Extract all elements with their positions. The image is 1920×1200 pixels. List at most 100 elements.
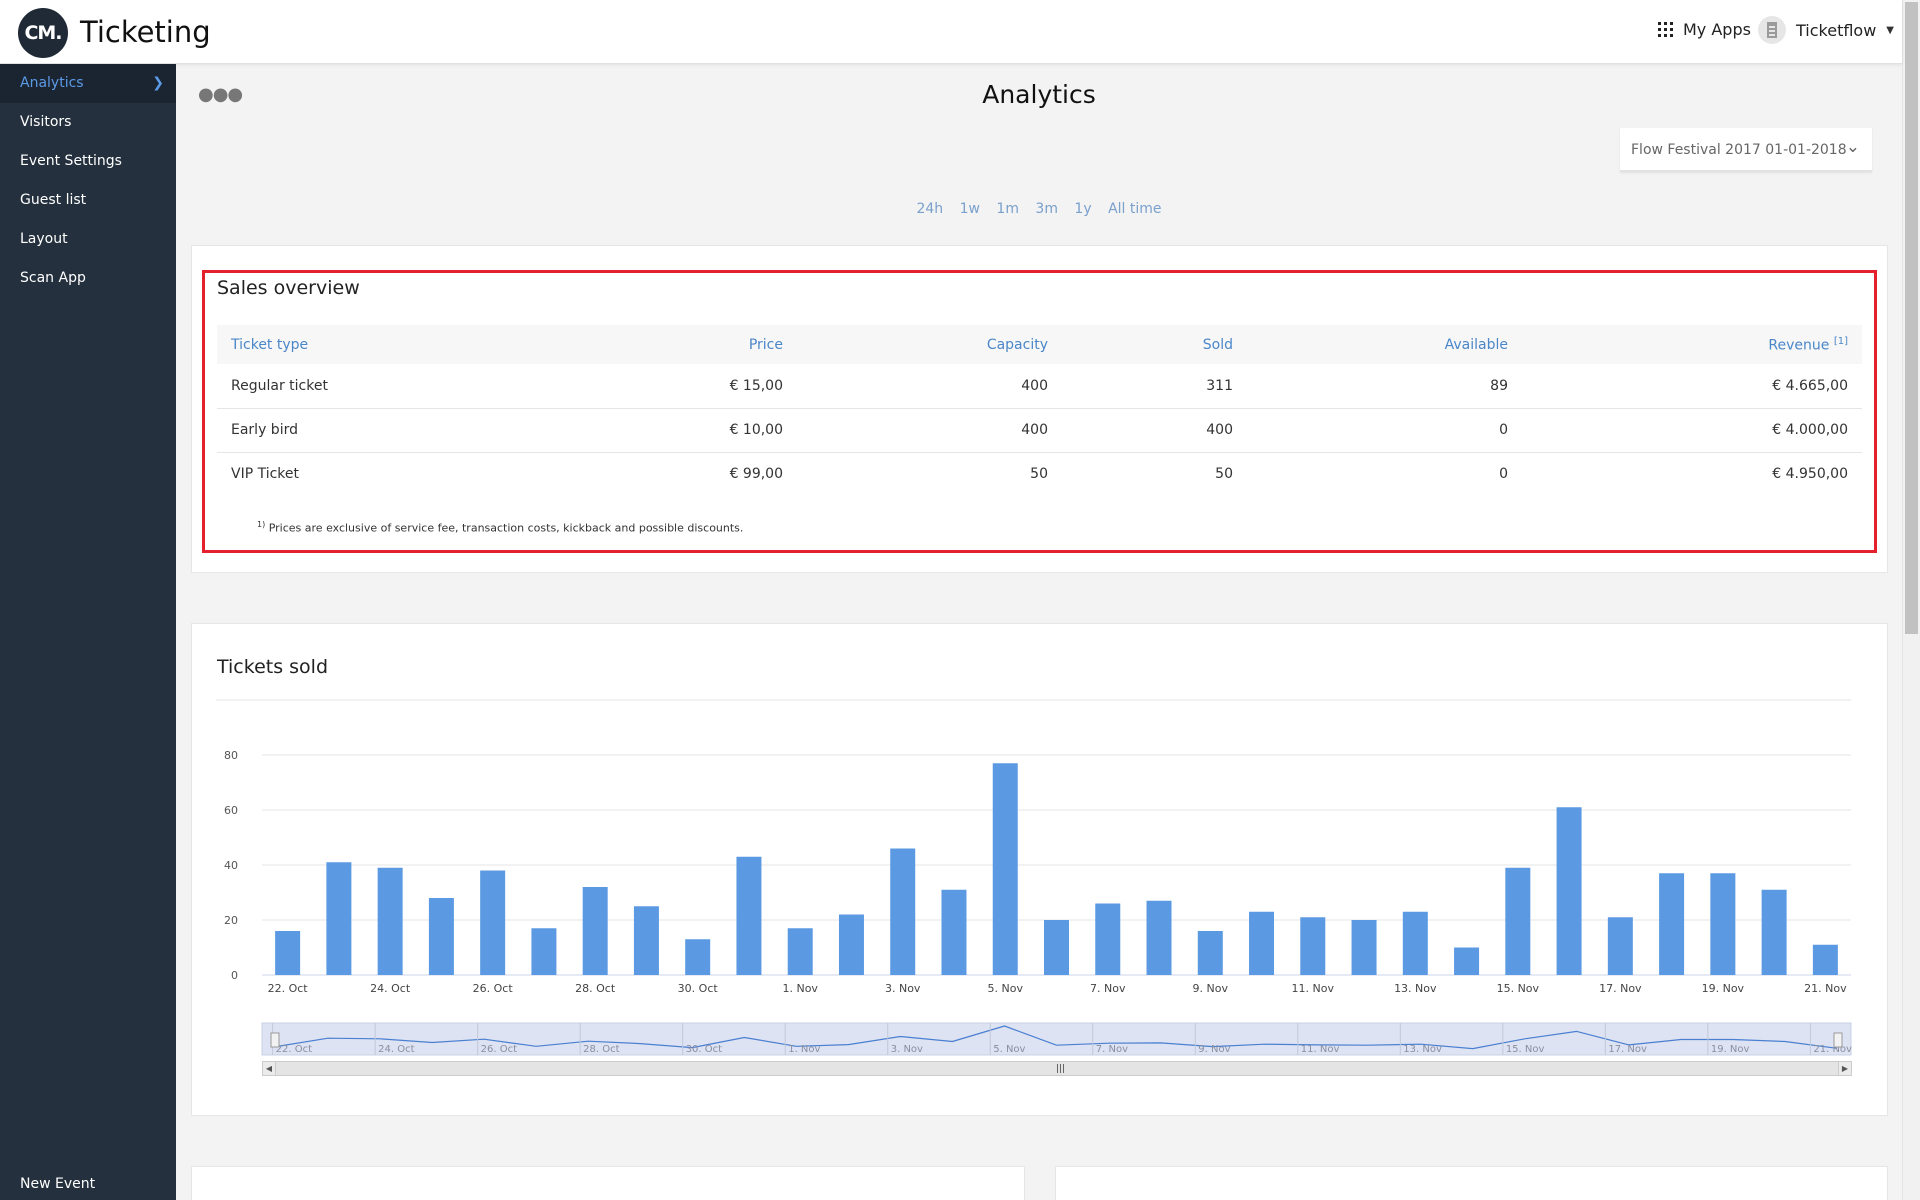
account-menu[interactable]: Ticketflow ▼ (1758, 16, 1894, 44)
x-tick-label: 5. Nov (988, 982, 1024, 995)
bar (1044, 920, 1069, 975)
y-tick-label: 40 (224, 859, 238, 872)
page-scrollbar-thumb[interactable] (1905, 2, 1918, 634)
scroll-grip-icon[interactable] (1057, 1064, 1065, 1073)
bar (326, 862, 352, 975)
sidebar-item-visitors[interactable]: Visitors (0, 103, 176, 142)
bar (787, 928, 813, 975)
bottom-left-card (191, 1166, 1025, 1200)
my-apps-button[interactable]: My Apps (1658, 20, 1751, 39)
more-options-icon[interactable]: ●●● (198, 84, 243, 105)
navigator-tick-label: 1. Nov (788, 1044, 820, 1055)
bar (1812, 944, 1838, 975)
revenue-note-marker: [1] (1833, 335, 1848, 347)
column-header: Capacity (797, 325, 1062, 364)
bar (1249, 911, 1275, 975)
navigator-tick-label: 28. Oct (583, 1044, 619, 1055)
column-header: Available (1247, 325, 1522, 364)
table-cell: € 4.665,00 (1522, 364, 1862, 409)
navigator-tick-label: 11. Nov (1301, 1044, 1340, 1055)
event-select-value: Flow Festival 2017 01-01-2018 (1631, 142, 1847, 158)
table-row: VIP Ticket € 99,00 50 50 0 € 4.950,00 (217, 452, 1862, 496)
sidebar-item-event-settings[interactable]: Event Settings (0, 142, 176, 181)
bar (1556, 807, 1582, 975)
new-event-button[interactable]: New Event (20, 1176, 96, 1192)
sales-table: Ticket type Price Capacity Sold Availabl… (217, 325, 1862, 496)
x-tick-label: 17. Nov (1599, 982, 1642, 995)
sidebar-item-scan-app[interactable]: Scan App (0, 259, 176, 298)
table-cell: 400 (797, 408, 1062, 453)
event-select[interactable]: Flow Festival 2017 01-01-2018 ⌄ (1620, 128, 1872, 172)
navigator-tick-label: 21. Nov (1813, 1044, 1852, 1055)
sidebar-item-label: Scan App (20, 270, 86, 286)
cm-logo[interactable]: CM. (18, 8, 68, 58)
range-1y[interactable]: 1y (1074, 201, 1092, 217)
navigator-tick-label: 17. Nov (1608, 1044, 1647, 1055)
range-3m[interactable]: 3m (1035, 201, 1058, 217)
navigator-tick-label: 26. Oct (481, 1044, 517, 1055)
bar (1505, 867, 1531, 975)
apps-grid-icon (1658, 22, 1673, 37)
sidebar-item-label: Event Settings (20, 153, 122, 169)
table-cell: 400 (797, 364, 1062, 409)
range-all-time[interactable]: All time (1108, 201, 1162, 217)
navigator-scrollbar[interactable]: ◀ ▶ (262, 1061, 1852, 1076)
scroll-right-arrow-icon[interactable]: ▶ (1838, 1062, 1851, 1075)
bar (1300, 917, 1326, 975)
navigator-tick-label: 7. Nov (1096, 1044, 1128, 1055)
navigator-tick-label: 22. Oct (276, 1044, 312, 1055)
tickets-sold-title: Tickets sold (217, 656, 329, 678)
table-cell: € 4.000,00 (1522, 408, 1862, 453)
table-cell: 311 (1062, 364, 1247, 409)
footnote-marker: 1) (257, 520, 266, 529)
column-header: Price (637, 325, 797, 364)
table-row: Regular ticket € 15,00 400 311 89 € 4.66… (217, 364, 1862, 409)
sidebar-item-analytics[interactable]: Analytics ❯ (0, 64, 176, 103)
x-tick-label: 1. Nov (782, 982, 818, 995)
bar (480, 870, 506, 975)
range-1m[interactable]: 1m (996, 201, 1019, 217)
app-title: Ticketing (80, 15, 211, 49)
bar (1659, 873, 1685, 975)
top-header: CM. Ticketing My Apps Ticketflow ▼ (0, 0, 1902, 64)
x-tick-label: 21. Nov (1804, 982, 1847, 995)
table-cell: Early bird (217, 408, 637, 453)
x-tick-label: 19. Nov (1702, 982, 1745, 995)
x-tick-label: 7. Nov (1090, 982, 1126, 995)
bottom-right-card (1055, 1166, 1888, 1200)
navigator-tick-label: 5. Nov (993, 1044, 1025, 1055)
tickets-sold-chart: 0 20 40 60 80 22. Oct 24. Oct 26. Oct 28. Oct 30.… (216, 699, 1852, 1056)
bar (1402, 911, 1428, 975)
table-cell: 0 (1247, 408, 1522, 453)
navigator-handle (270, 1032, 280, 1048)
table-cell: 50 (1030, 466, 1048, 483)
sidebar-item-guest-list[interactable]: Guest list (0, 181, 176, 220)
navigator-handle (1833, 1032, 1843, 1048)
bar (428, 898, 454, 975)
table-cell: Regular ticket (217, 364, 637, 409)
sidebar-item-layout[interactable]: Layout (0, 220, 176, 259)
bar (1454, 947, 1480, 975)
highlight-box (202, 270, 1877, 553)
table-cell: 400 (1062, 408, 1247, 453)
y-tick-label: 0 (231, 969, 238, 982)
bar (275, 931, 301, 975)
range-24h[interactable]: 24h (916, 201, 944, 217)
x-tick-label: 30. Oct (678, 982, 719, 995)
navigator-tick-label: 19. Nov (1711, 1044, 1750, 1055)
my-apps-label: My Apps (1683, 20, 1751, 39)
sidebar-item-label: Layout (20, 231, 68, 247)
x-tick-label: 24. Oct (370, 982, 411, 995)
scroll-left-arrow-icon[interactable]: ◀ (263, 1062, 276, 1075)
navigator-tick-label: 9. Nov (1198, 1044, 1230, 1055)
y-tick-label: 80 (224, 749, 238, 762)
table-header-row: Ticket type Price Capacity Sold Availabl… (217, 325, 1862, 364)
x-tick-label: 3. Nov (885, 982, 921, 995)
chevron-down-icon: ⌄ (1845, 137, 1860, 157)
bar (1197, 931, 1223, 975)
price-footnote: 1) Prices are exclusive of service fee, … (257, 520, 743, 535)
range-1w[interactable]: 1w (959, 201, 980, 217)
sidebar-item-label: Analytics (20, 75, 84, 91)
navigator-tick-label: 13. Nov (1403, 1044, 1442, 1055)
table-cell: 50 (1215, 466, 1233, 483)
